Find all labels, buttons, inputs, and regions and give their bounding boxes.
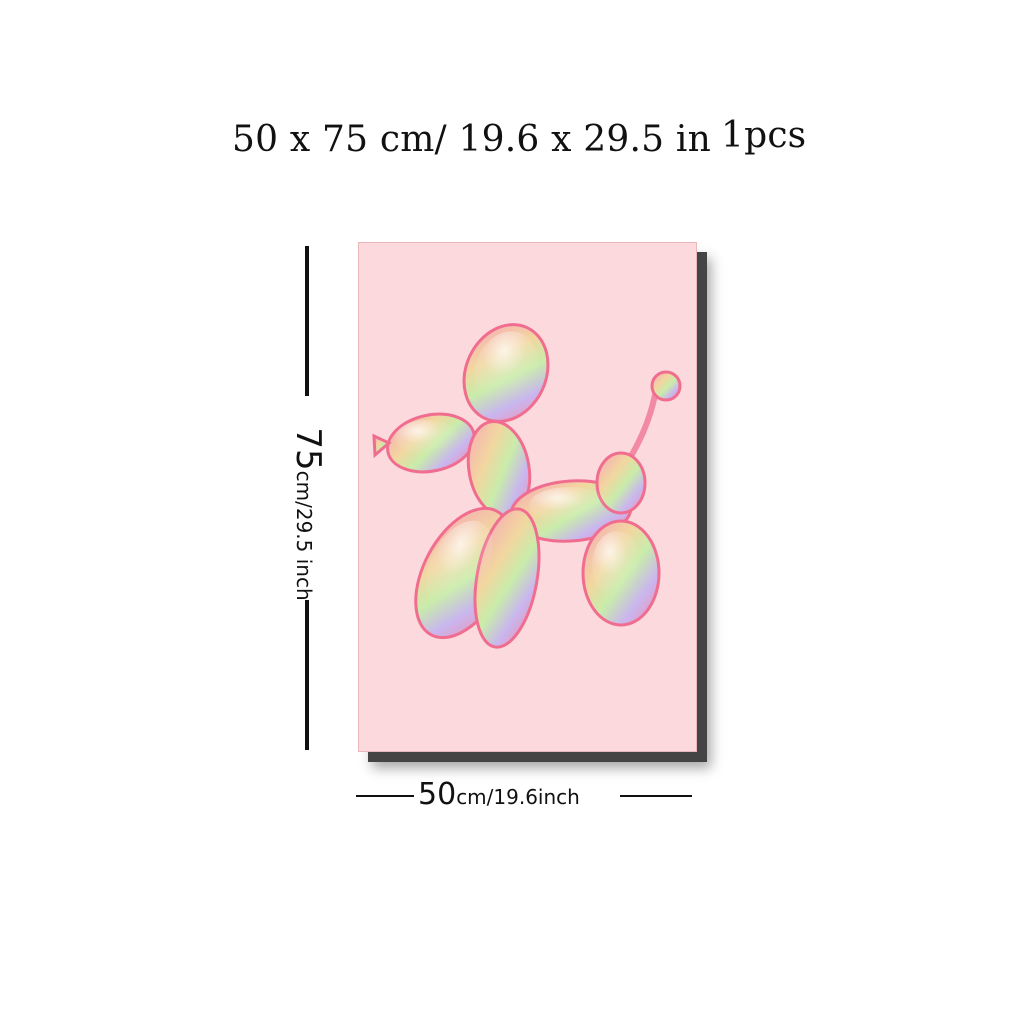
- height-value: 75: [288, 427, 328, 471]
- size-text: 50 x 75 cm/ 19.6 x 29.5 in: [232, 119, 711, 160]
- quantity-text: 1pcs: [720, 115, 807, 156]
- width-dimension-line-right: [620, 795, 692, 797]
- product-size-title: 50 x 75 cm/ 19.6 x 29.5 in 1pcs: [232, 118, 806, 160]
- balloon-dog-highlights: [395, 331, 642, 610]
- height-dimension-label: 75cm/29.5 inch: [288, 426, 328, 602]
- balloon-dog-artwork: [372, 323, 682, 649]
- height-unit: cm/29.5 inch: [292, 470, 316, 601]
- width-dimension-label: 50cm/19.6inch: [418, 778, 580, 814]
- height-dimension-line-bottom: [305, 600, 309, 750]
- poster-canvas: [358, 242, 697, 752]
- width-dimension-line-left: [356, 795, 414, 797]
- width-value: 50: [418, 777, 457, 812]
- width-unit: cm/19.6inch: [456, 785, 580, 809]
- height-dimension-line-top: [305, 246, 309, 396]
